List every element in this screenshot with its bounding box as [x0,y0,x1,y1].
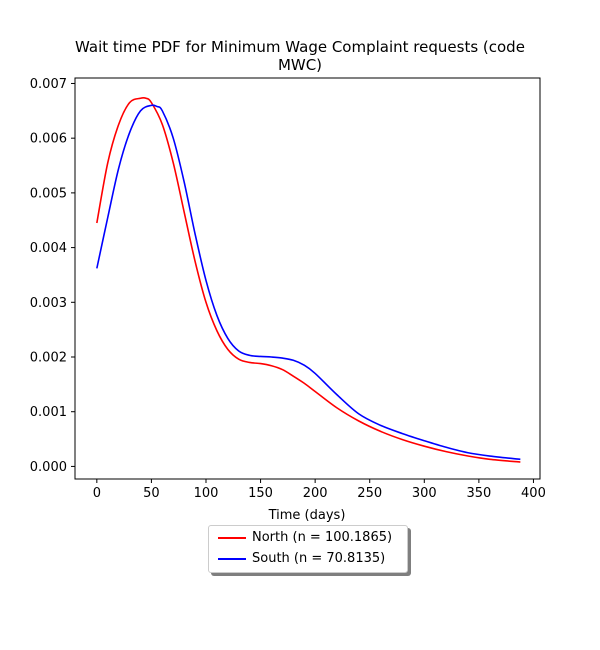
x-tick-label: 300 [412,486,437,501]
x-tick-label: 150 [248,486,273,501]
chart-title-line-1: Wait time PDF for Minimum Wage Complaint… [75,38,525,56]
y-tick-label: 0.003 [30,296,67,311]
y-tick-label: 0.002 [30,351,67,366]
x-axis-ticks: 0 50 100 150 200 250 300 350 400 [93,479,546,501]
legend: North (n = 100.1865) South (n = 70.8135) [208,525,408,573]
y-tick-label: 0.000 [30,460,67,475]
x-tick-label: 200 [303,486,328,501]
y-tick-label: 0.001 [30,405,67,420]
legend-entry-south: South (n = 70.8135) [209,549,407,569]
x-tick-label: 350 [466,486,491,501]
x-tick-label: 100 [194,486,219,501]
y-axis-ticks: 0.000 0.001 0.002 0.003 0.004 0.005 0.006 0.007 [30,77,75,475]
series-line-south [96,104,521,461]
legend-swatch-north [218,537,246,539]
legend-label-south: South (n = 70.8135) [252,551,386,566]
y-tick-label: 0.004 [30,241,67,256]
legend-entry-north: North (n = 100.1865) [209,528,407,548]
series-lines [96,96,521,463]
x-tick-label: 250 [357,486,382,501]
chart-title-line-2: MWC) [277,56,323,74]
y-tick-label: 0.007 [30,77,67,92]
x-axis-label: Time (days) [268,508,346,523]
series-line-north [96,96,521,463]
x-tick-label: 400 [521,486,546,501]
x-tick-label: 0 [93,486,101,501]
x-tick-label: 50 [143,486,160,501]
plot-area [75,78,540,479]
y-tick-label: 0.006 [30,132,67,147]
legend-swatch-south [218,558,246,560]
y-tick-label: 0.005 [30,186,67,201]
plot-frame [74,77,541,480]
legend-label-north: North (n = 100.1865) [252,530,393,545]
